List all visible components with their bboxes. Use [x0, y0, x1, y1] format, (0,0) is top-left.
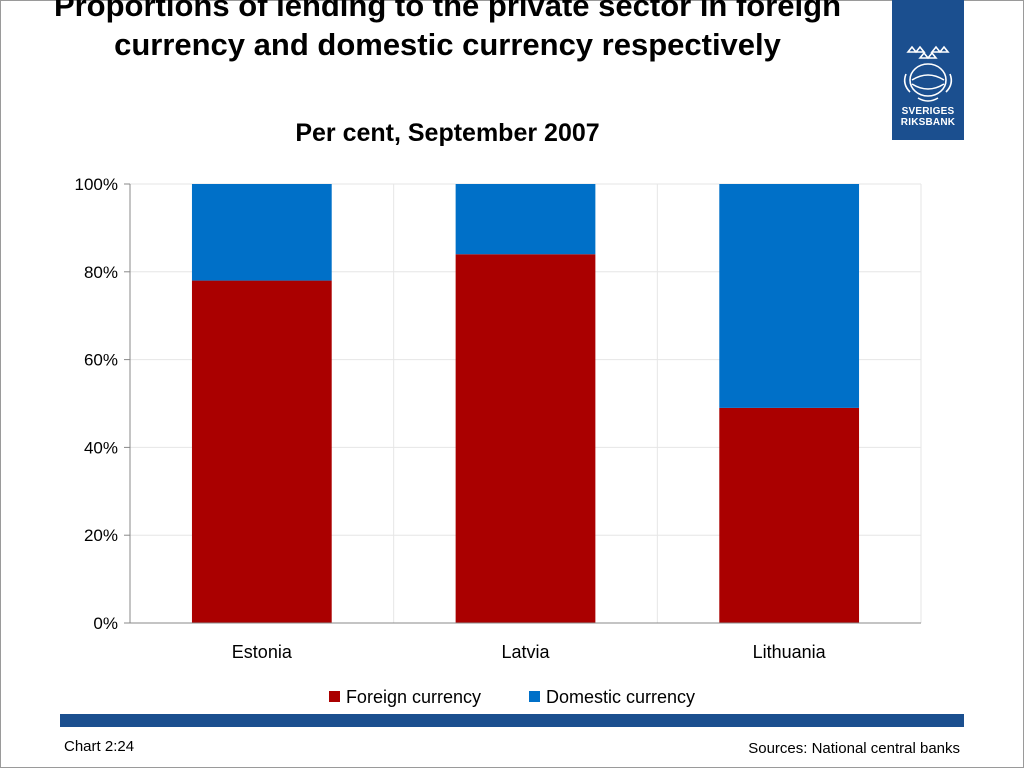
bar-foreign-currency-estonia [191, 280, 332, 623]
bar-domestic-currency-latvia [455, 184, 596, 255]
legend-label: Foreign currency [345, 687, 481, 707]
y-tick-label: 100% [75, 175, 118, 194]
logo-text-line2: RIKSBANK [900, 117, 956, 128]
legend: Foreign currency Domestic currency [0, 685, 1024, 709]
chart-subtitle: Per cent, September 2007 [295, 119, 600, 147]
bar-domestic-currency-estonia [191, 184, 332, 281]
y-tick-label: 0% [93, 614, 118, 633]
legend-item: Domestic currency [529, 685, 695, 709]
y-tick-label: 40% [84, 438, 118, 457]
riksbank-logo: SVERIGES RIKSBANK [892, 0, 964, 140]
stacked-bar-chart: 0% 20% 40% 60% 80% 100% Estonia Latvia Lithuania [75, 175, 922, 662]
legend-item: Foreign currency [328, 685, 481, 709]
x-tick-label: Lithuania [753, 642, 827, 662]
x-tick-label: Estonia [232, 642, 293, 662]
legend-swatch [328, 691, 340, 702]
chart-title: Proportions of lending to the private se… [53, 0, 842, 62]
crown-emblem-icon [903, 45, 953, 102]
bars [191, 184, 860, 624]
chart-number: Chart 2:24 [64, 738, 135, 755]
y-tick-label: 60% [84, 351, 118, 370]
footer-bar [60, 714, 964, 727]
x-tick-label: Latvia [501, 642, 550, 662]
y-tick-label: 80% [84, 263, 118, 282]
legend-label: Domestic currency [546, 687, 696, 707]
bar-foreign-currency-latvia [455, 254, 596, 624]
y-tick-label: 20% [84, 526, 118, 545]
bar-domestic-currency-lithuania [719, 184, 860, 408]
logo-text-line1: SVERIGES [901, 106, 955, 117]
legend-swatch [529, 691, 540, 702]
sources-note: Sources: National central banks [748, 740, 960, 757]
axes: 0% 20% 40% 60% 80% 100% Estonia Latvia Lithuania [75, 175, 921, 662]
bar-foreign-currency-lithuania [719, 407, 860, 623]
